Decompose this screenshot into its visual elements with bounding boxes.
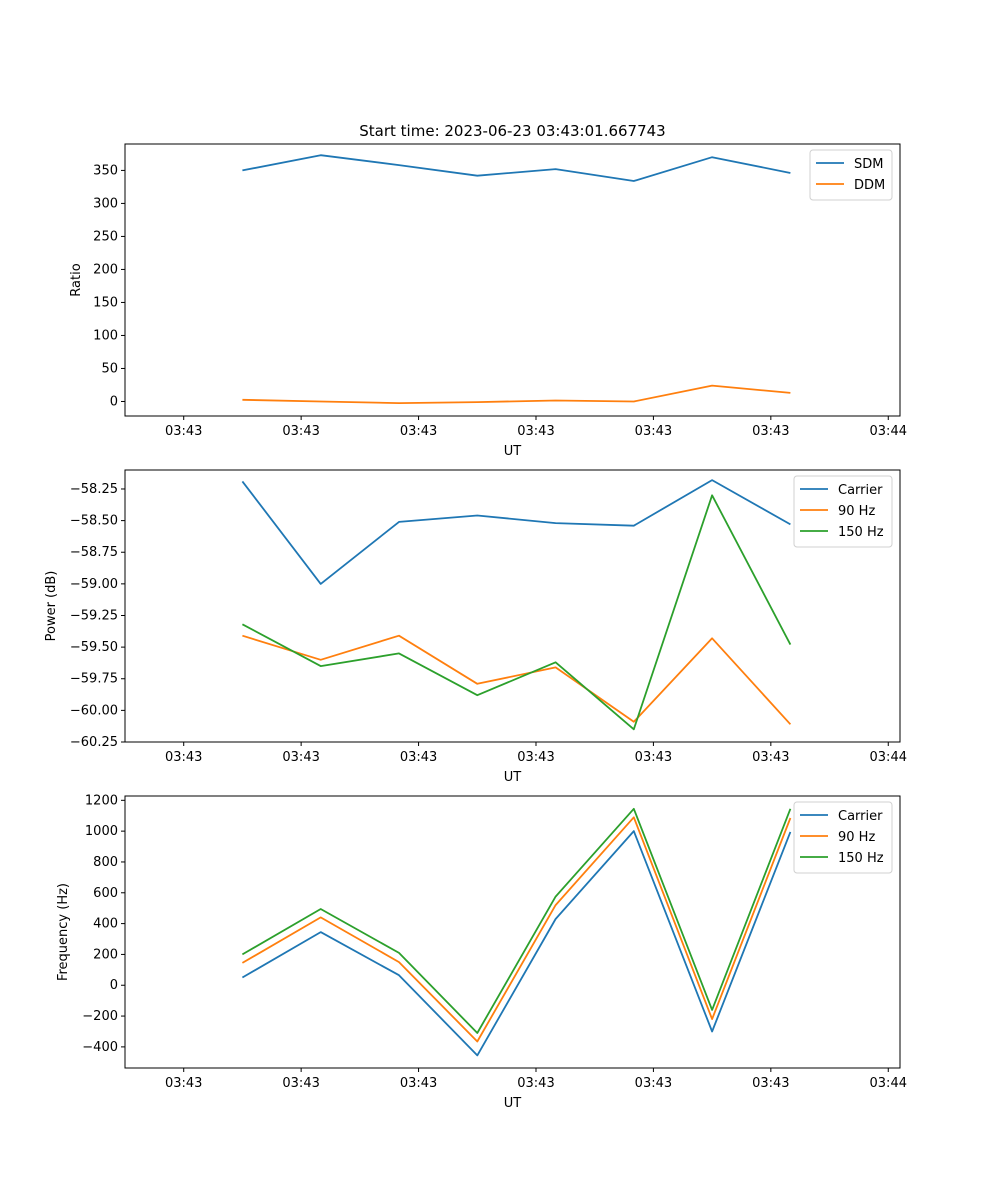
series-line-150-hz [241,494,792,731]
x-tick-label: 03:43 [635,750,672,765]
x-axis-label: UT [504,1096,522,1111]
legend: SDM DDM [809,149,893,201]
y-tick-label: −59.25 [70,608,118,623]
x-tick-label: 03:43 [282,424,319,439]
legend-label-carrier: Carrier [838,483,883,498]
legend-box [793,801,893,874]
x-tick-label: 03:43 [635,424,672,439]
chart-panel-1: 0 50 100 150 200 250 300 350 03:43 03:43 03:43 03:4… [69,143,907,459]
x-tick-label: 03:43 [400,750,437,765]
legend-label-carrier: Carrier [838,809,883,824]
x-tick-label: 03:43 [517,424,554,439]
y-tick-label: 1200 [85,793,118,808]
x-tick-label: 03:43 [165,1076,202,1091]
y-tick-label: 0 [110,394,118,409]
y-axis-label: Power (dB) [44,571,59,642]
y-tick-label: −58.75 [70,545,118,560]
legend-label-90-hz: 90 Hz [838,830,875,845]
y-tick-label: 150 [93,295,118,310]
y-axis-label: Ratio [69,263,84,296]
series-line-90-hz [242,634,792,725]
series-line-ddm [242,384,791,405]
legend-box [793,475,893,548]
series-line-90-hz [241,816,792,1043]
x-tick-label: 03:43 [752,750,789,765]
figure-title: Start time: 2023-06-23 03:43:01.667743 [359,122,665,140]
x-tick-label: 03:44 [870,424,907,439]
series-line-carrier [241,830,792,1057]
x-tick-label: 03:43 [752,424,789,439]
x-axis-label: UT [504,770,522,785]
x-tick-label: 03:43 [282,750,319,765]
y-tick-label: 350 [93,163,118,178]
x-tick-label: 03:43 [282,1076,319,1091]
y-tick-label: −58.25 [70,482,118,497]
y-tick-label: −60.25 [70,735,118,750]
y-tick-label: 200 [93,947,118,962]
x-tick-label: 03:43 [165,750,202,765]
y-tick-label: −200 [82,1009,118,1024]
y-tick-label: 400 [93,917,118,932]
series-line-sdm [242,154,791,182]
y-tick-label: 1000 [85,824,118,839]
x-tick-label: 03:43 [400,424,437,439]
legend: Carrier 90 Hz 150 Hz [793,801,893,874]
x-tick-label: 03:43 [517,1076,554,1091]
y-tick-label: 0 [110,978,118,993]
legend-label-ddm: DDM [854,178,885,193]
chart-panel-2: −60.25 −60.00 −59.75 −59.50 −59.25 −59.00 −58.… [44,469,907,785]
series-line-carrier [241,479,791,585]
legend-label-sdm: SDM [854,157,883,172]
y-tick-label: 800 [93,855,118,870]
x-tick-label: 03:43 [635,1076,672,1091]
x-tick-label: 03:43 [517,750,554,765]
axes-frame [124,143,901,417]
legend-label-90-hz: 90 Hz [838,504,875,519]
x-axis-label: UT [504,444,522,459]
y-tick-label: 300 [93,196,118,211]
legend: Carrier 90 Hz 150 Hz [793,475,893,548]
legend-label-150-hz: 150 Hz [838,851,884,866]
y-tick-label: −400 [82,1040,118,1055]
y-tick-label: −58.50 [70,514,118,529]
series-line-150-hz [241,807,792,1034]
y-tick-label: 100 [93,328,118,343]
x-tick-label: 03:44 [870,1076,907,1091]
y-tick-label: −59.75 [70,672,118,687]
axes-frame [124,795,901,1069]
x-tick-label: 03:44 [870,750,907,765]
y-tick-label: −59.00 [70,577,118,592]
axes-frame [124,469,901,743]
y-axis-label: Frequency (Hz) [56,883,71,981]
y-tick-label: 600 [93,886,118,901]
y-tick-label: −59.50 [70,640,118,655]
y-tick-label: 250 [93,229,118,244]
y-tick-label: 200 [93,262,118,277]
y-tick-label: −60.00 [70,703,118,718]
x-tick-label: 03:43 [752,1076,789,1091]
chart-panel-3: −400 −200 0 200 400 600 800 1000 1200 03:43 03:43 0… [56,793,907,1111]
x-tick-label: 03:43 [400,1076,437,1091]
y-tick-label: 50 [101,361,118,376]
legend-label-150-hz: 150 Hz [838,525,884,540]
x-tick-label: 03:43 [165,424,202,439]
